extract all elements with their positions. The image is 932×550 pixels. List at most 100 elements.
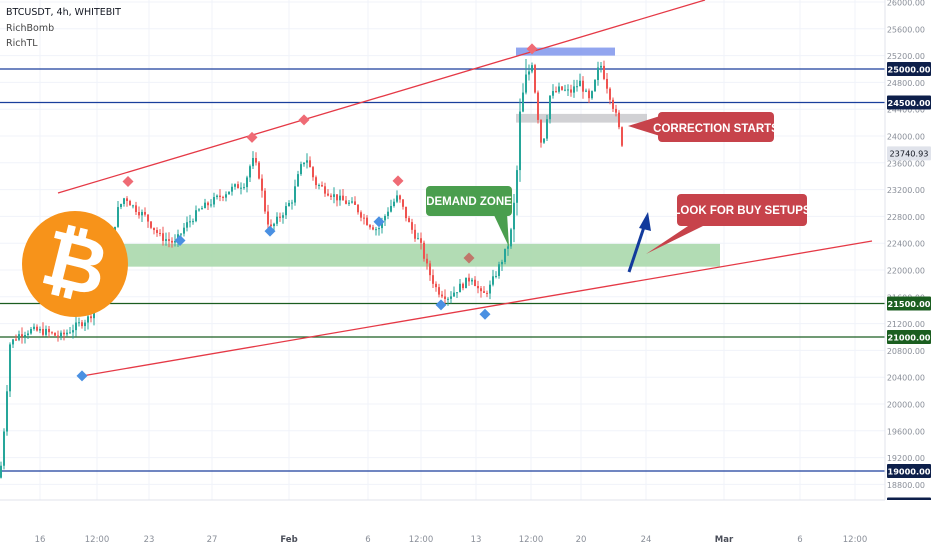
candle-body: [234, 184, 236, 187]
candle-body: [339, 195, 341, 201]
candle-body: [321, 185, 323, 187]
candle-body: [432, 275, 434, 284]
candle-body: [426, 258, 428, 264]
candle-body: [216, 195, 218, 198]
time-tick-label: Feb: [280, 535, 297, 545]
candle-body: [189, 221, 191, 223]
pivot-markers: [76, 43, 538, 382]
candle-body: [438, 287, 440, 295]
candle-body: [174, 240, 176, 243]
candle-body: [453, 292, 455, 297]
candle-body: [84, 322, 86, 327]
candle-body: [519, 111, 521, 171]
candle-body: [18, 334, 20, 340]
candle-body: [9, 344, 11, 392]
price-tick-label: 23600.00: [887, 159, 925, 168]
channel-lower-line: [81, 240, 873, 377]
candle-body: [15, 339, 17, 341]
indicator-richbomb: RichBomb: [6, 23, 55, 34]
candle-body: [138, 212, 140, 216]
candle-body: [585, 90, 587, 92]
candle-body: [423, 242, 425, 259]
indicator-richtl: RichTL: [6, 38, 38, 49]
candle-body: [375, 229, 377, 231]
price-tick-label: 24800.00: [887, 79, 925, 88]
candle-body: [369, 225, 371, 228]
candle-body: [507, 246, 509, 249]
pivot-marker-low: [264, 225, 276, 237]
price-tick-label: 24400.00: [887, 106, 925, 115]
candle-body: [393, 201, 395, 206]
candle-body: [36, 326, 38, 331]
callout-look-for-buy-setups[interactable]: LOOK FOR BUY SETUPS: [646, 194, 811, 254]
candle-body: [0, 465, 2, 478]
candle-body: [243, 187, 245, 189]
price-level-tag: [887, 95, 931, 110]
price-tick-label: 19200.00: [887, 454, 925, 463]
candle-body: [417, 238, 419, 240]
candle-body: [144, 211, 146, 215]
candle-body: [6, 391, 8, 432]
time-axis[interactable]: 16 12:00 23 27 Feb 6 12:00 13 12:00 20 24 Mar 6 12:00: [0, 499, 932, 550]
candle-body: [612, 99, 614, 109]
candle-body: [561, 86, 563, 90]
candle-body: [159, 232, 161, 234]
candle-body: [141, 211, 143, 216]
candle-body: [126, 198, 128, 201]
candle-body: [261, 178, 263, 191]
price-level-tag: [887, 62, 931, 76]
candle-body: [603, 65, 605, 79]
pivot-marker-low: [76, 370, 88, 382]
callout-buy-box: [677, 194, 807, 226]
candle-body: [48, 328, 50, 333]
candle-body: [567, 89, 569, 91]
candle-body: [354, 201, 356, 205]
channel-lines: [57, 0, 873, 377]
price-tick-label: 22000.00: [887, 267, 925, 276]
callout-correction-box: [658, 112, 774, 142]
time-tick-label: 13: [471, 535, 482, 545]
candle-body: [33, 326, 35, 330]
candle-body: [516, 170, 518, 203]
time-tick-label: 24: [641, 535, 652, 545]
candle-body: [576, 86, 578, 88]
pivot-marker-high: [298, 114, 310, 126]
candle-body: [30, 329, 32, 334]
candle-body: [543, 138, 545, 143]
callout-correction-starts[interactable]: CORRECTION STARTS: [628, 112, 779, 142]
current-price-tag: [887, 146, 931, 161]
candle-body: [327, 193, 329, 196]
candles: [0, 58, 623, 479]
candle-body: [54, 332, 56, 336]
candle-body: [468, 277, 470, 282]
candle-body: [330, 195, 332, 197]
candle-body: [210, 204, 212, 206]
candle-body: [618, 112, 620, 128]
price-tick-label: 25200.00: [887, 52, 925, 61]
price-level-tag-text: 19000.00: [888, 466, 931, 476]
candle-body: [411, 222, 413, 230]
candle-body: [525, 74, 527, 93]
candle-body: [117, 207, 119, 227]
candle-body: [129, 200, 131, 206]
candle-body: [75, 322, 77, 331]
candle-body: [459, 283, 461, 293]
time-tick-label: 6: [797, 535, 802, 545]
candle-body: [201, 208, 203, 210]
price-level-tag: [887, 464, 931, 478]
candle-body: [513, 202, 515, 230]
candle-body: [402, 199, 404, 207]
candle-body: [183, 227, 185, 234]
candle-body: [396, 195, 398, 202]
callout-demand-zone[interactable]: DEMAND ZONE: [426, 186, 512, 247]
candle-body: [81, 322, 83, 327]
up-arrow: [627, 212, 651, 273]
candle-body: [69, 332, 71, 334]
price-axis[interactable]: 26000.00 25600.00 25200.00 24800.00 24400.00…: [884, 0, 932, 550]
candle-body: [21, 334, 23, 337]
candle-body: [360, 212, 362, 218]
candle-body: [372, 227, 374, 230]
candle-body: [366, 217, 368, 226]
callout-buy-text: LOOK FOR BUY SETUPS: [673, 205, 810, 217]
